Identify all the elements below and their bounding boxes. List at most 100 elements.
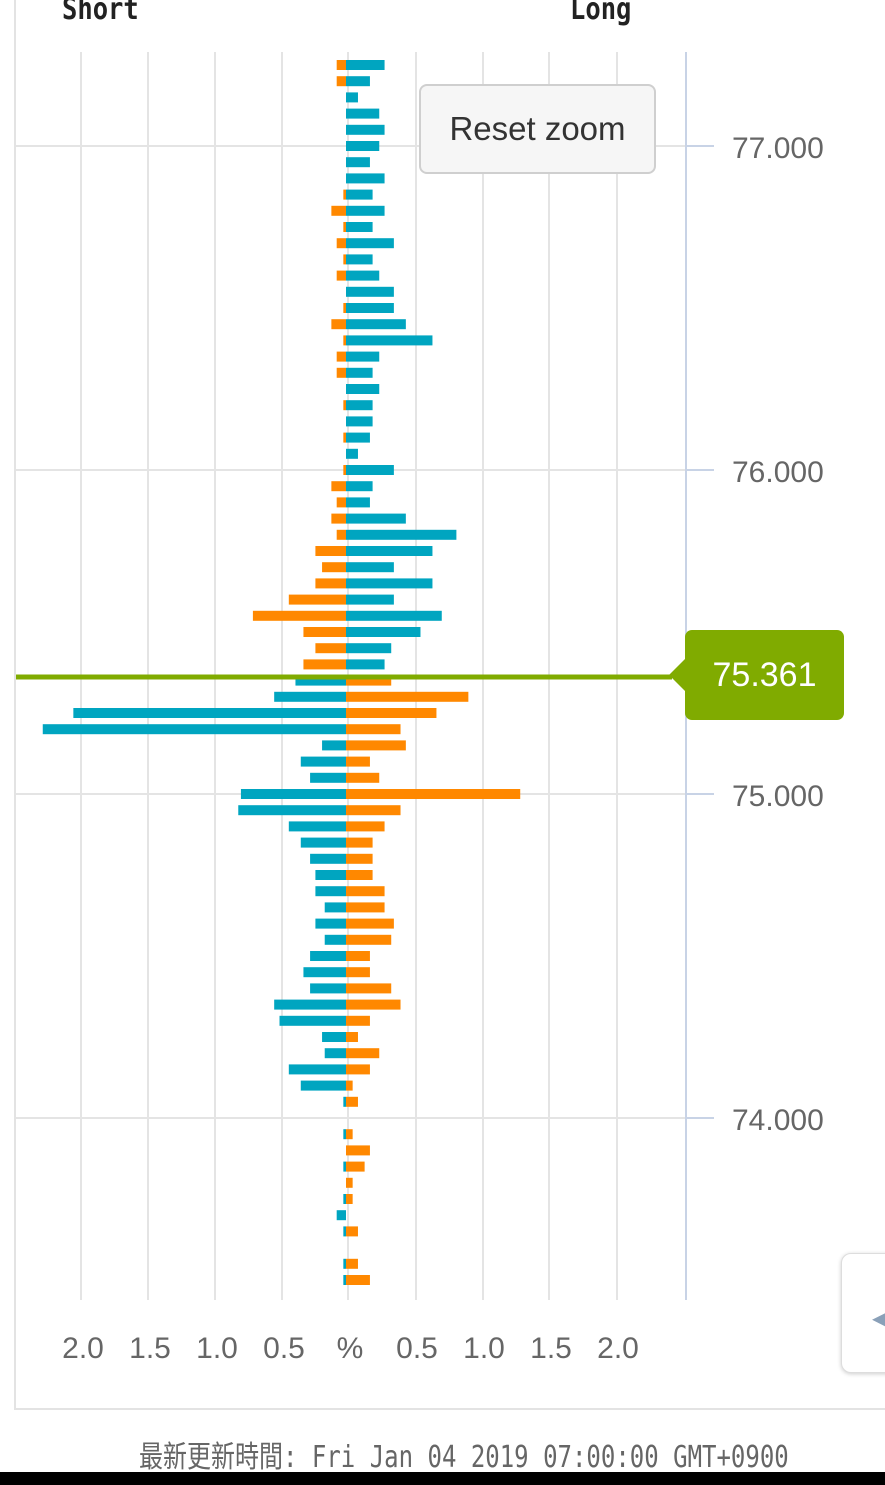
- short-bar: [331, 513, 346, 524]
- long-bar: [346, 1145, 370, 1156]
- long-bar: [346, 951, 370, 961]
- short-bar: [336, 497, 346, 508]
- long-bar: [346, 627, 421, 637]
- long-bar: [346, 837, 373, 848]
- long-bar: [346, 1048, 380, 1059]
- long-bar: [346, 724, 401, 735]
- short-header: Short: [62, 0, 139, 27]
- long-bar: [346, 124, 385, 135]
- short-bar: [300, 837, 346, 848]
- long-bar: [346, 1226, 358, 1237]
- long-bar: [346, 789, 521, 799]
- short-bar: [274, 691, 346, 702]
- long-bar: [346, 432, 370, 443]
- x-tick-label: 0.5: [263, 1332, 305, 1365]
- y-tick-label: 74.000: [732, 1104, 824, 1137]
- short-bar: [336, 76, 346, 87]
- short-bar: [238, 805, 346, 816]
- long-bar: [346, 367, 373, 378]
- current-price-label: 75.361: [669, 630, 844, 720]
- short-bar: [315, 546, 346, 556]
- x-tick-label: 0.5: [396, 1332, 438, 1365]
- short-bar: [240, 789, 346, 799]
- short-bar: [336, 351, 346, 362]
- short-bar: [315, 643, 346, 654]
- long-bar: [346, 173, 385, 184]
- long-bar: [346, 772, 380, 783]
- short-bar: [310, 983, 346, 994]
- short-bar: [343, 1194, 346, 1204]
- long-bar: [346, 303, 394, 313]
- long-bar: [346, 384, 380, 394]
- short-bar: [288, 594, 346, 605]
- short-bar: [322, 1032, 346, 1042]
- x-tick-label: 2.0: [62, 1332, 104, 1365]
- long-bar: [346, 189, 373, 200]
- y-tick-label: 75.000: [732, 780, 824, 813]
- long-bar: [346, 805, 401, 816]
- short-bar: [343, 1129, 346, 1140]
- long-bar: [346, 967, 370, 978]
- long-bar: [346, 562, 394, 573]
- short-bar: [336, 270, 346, 281]
- long-bar: [346, 1080, 353, 1091]
- long-bar: [346, 222, 373, 232]
- short-bar: [324, 934, 346, 945]
- y-tick-label: 77.000: [732, 132, 824, 165]
- long-bar: [346, 529, 457, 540]
- short-bar: [310, 772, 346, 783]
- short-bar: [343, 1226, 346, 1237]
- long-bar: [346, 92, 358, 103]
- short-bar: [343, 222, 346, 232]
- long-bar: [346, 254, 373, 265]
- long-bar: [346, 1161, 365, 1172]
- short-bar: [343, 400, 346, 411]
- long-bar: [346, 1064, 370, 1075]
- short-bar: [300, 1080, 346, 1091]
- short-bar: [343, 1096, 346, 1107]
- short-bar: [343, 1258, 346, 1269]
- long-header: Long: [570, 0, 632, 27]
- long-bar: [346, 578, 433, 589]
- long-bar: [346, 497, 370, 508]
- long-bar: [346, 902, 385, 913]
- short-bar: [303, 659, 346, 670]
- long-bar: [346, 934, 392, 945]
- short-bar: [288, 821, 346, 832]
- long-bar: [346, 1032, 358, 1042]
- long-bar: [346, 1096, 358, 1107]
- long-bar: [346, 335, 433, 346]
- long-bar: [346, 853, 373, 864]
- long-bar: [346, 286, 394, 297]
- long-bar: [346, 205, 385, 216]
- short-bar: [336, 1210, 346, 1221]
- long-bar: [346, 659, 385, 670]
- reset-zoom-button[interactable]: Reset zoom: [419, 84, 656, 174]
- short-bar: [315, 870, 346, 880]
- long-bar: [346, 918, 394, 929]
- long-bar: [346, 481, 373, 492]
- short-bar: [343, 1161, 346, 1172]
- short-bar: [343, 303, 346, 313]
- long-bar: [346, 238, 394, 249]
- long-bar: [346, 1194, 353, 1204]
- long-bar: [346, 400, 373, 411]
- short-bar: [343, 465, 346, 475]
- short-bar: [288, 1064, 346, 1075]
- side-scroll-button[interactable]: ◀: [841, 1253, 885, 1373]
- position-ratio-chart[interactable]: 77.000 76.000 75.000 74.000 2.0 1.5 1.0 0.5% 0.5…: [0, 0, 885, 1420]
- long-bar: [346, 1177, 353, 1188]
- x-tick-label: 1.5: [530, 1332, 572, 1365]
- short-bar: [336, 60, 346, 70]
- short-bar: [315, 578, 346, 589]
- short-bar: [42, 724, 346, 735]
- long-bar: [346, 1015, 370, 1026]
- short-bar: [322, 562, 346, 573]
- short-bar: [343, 432, 346, 443]
- x-tick-label: 1.0: [463, 1332, 505, 1365]
- x-tick-label: %: [337, 1332, 364, 1365]
- long-bar: [346, 708, 437, 718]
- short-bar: [274, 999, 346, 1010]
- short-bar: [73, 708, 346, 718]
- last-updated-text: 最新更新時間: Fri Jan 04 2019 07:00:00 GMT+090…: [139, 1440, 789, 1475]
